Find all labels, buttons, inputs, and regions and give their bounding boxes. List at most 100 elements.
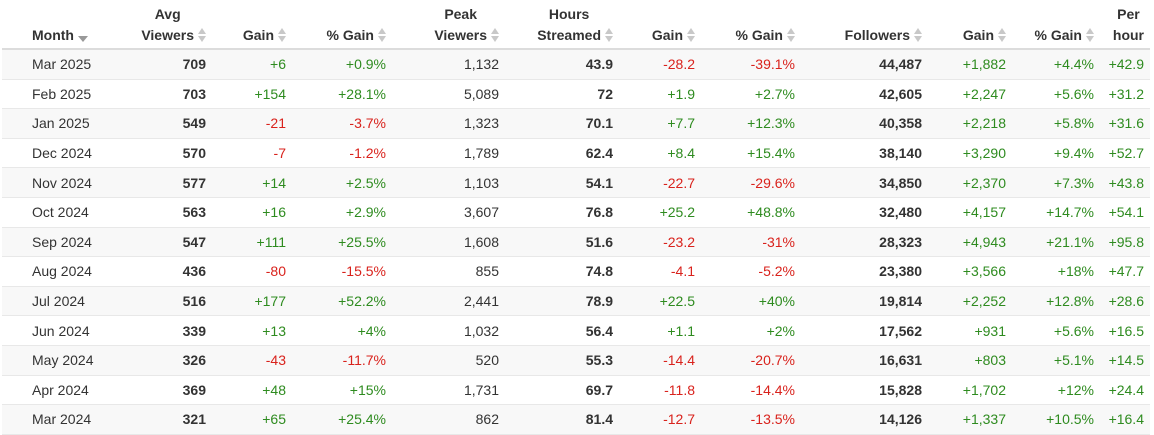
cell-hours-pct-gain: -39.1%	[701, 49, 801, 80]
cell-followers-gain: +803	[928, 345, 1012, 376]
sort-icon[interactable]	[378, 28, 386, 42]
cell-avg-viewers: 436	[102, 256, 212, 287]
cell-hours-streamed: 70.1	[505, 108, 619, 139]
column-header-followers-gain[interactable]: Gain	[928, 0, 1012, 50]
column-label-gain: Gain	[242, 27, 274, 43]
column-label-pct-gain: % Gain	[326, 27, 374, 43]
column-label-streamed: Streamed	[537, 27, 601, 43]
cell-month: Mar 2024	[2, 404, 102, 435]
cell-hours-streamed: 51.6	[505, 227, 619, 258]
table-row: Dec 2024 570 -7 -1.2% 1,789 62.4 +8.4 +15.4% 38,…	[2, 138, 1150, 169]
cell-viewers-gain: +48	[212, 375, 292, 406]
cell-followers-pct-gain: +10.5%	[1012, 404, 1100, 435]
cell-hours-gain: -4.1	[619, 256, 701, 287]
sort-icon[interactable]	[605, 28, 613, 42]
cell-month: Feb 2025	[2, 79, 102, 110]
cell-hours-gain: -11.8	[619, 375, 701, 406]
table-row: Jun 2024 339 +13 +4% 1,032 56.4 +1.1 +2% 17,562 +…	[2, 315, 1150, 346]
cell-followers-gain: +4,157	[928, 197, 1012, 228]
cell-followers: 19,814	[801, 286, 928, 317]
cell-followers-pct-gain: +7.3%	[1012, 167, 1100, 198]
sort-icon[interactable]	[198, 28, 206, 42]
cell-viewers-pct-gain: -1.2%	[292, 138, 392, 169]
column-label-pct-gain: % Gain	[735, 27, 783, 43]
cell-followers-gain: +2,247	[928, 79, 1012, 110]
cell-viewers-pct-gain: +25.4%	[292, 404, 392, 435]
cell-hours-gain: -12.7	[619, 404, 701, 435]
cell-hours-streamed: 69.7	[505, 375, 619, 406]
cell-hours-streamed: 81.4	[505, 404, 619, 435]
cell-hours-pct-gain: +12.3%	[701, 108, 801, 139]
cell-viewers-pct-gain: -15.5%	[292, 256, 392, 287]
cell-hours-gain: +25.2	[619, 197, 701, 228]
sort-icon[interactable]	[491, 28, 499, 42]
cell-per-hour: +31.2	[1100, 79, 1150, 110]
column-header-pct-gain[interactable]: % Gain	[292, 0, 392, 50]
column-header-gain[interactable]: Gain	[212, 0, 292, 50]
cell-peak-viewers: 855	[392, 256, 505, 287]
column-label-gain: Gain	[962, 27, 994, 43]
cell-avg-viewers: 547	[102, 227, 212, 258]
cell-month: May 2024	[2, 345, 102, 376]
column-label-peak: Peak	[444, 6, 478, 22]
sort-icon[interactable]	[278, 28, 286, 42]
column-header-month[interactable]: Month	[2, 0, 102, 50]
sort-icon[interactable]	[998, 28, 1006, 42]
cell-hours-pct-gain: -20.7%	[701, 345, 801, 376]
cell-hours-streamed: 56.4	[505, 315, 619, 346]
cell-peak-viewers: 1,789	[392, 138, 505, 169]
column-header-followers-pct-gain[interactable]: % Gain	[1012, 0, 1100, 50]
cell-hours-gain: +8.4	[619, 138, 701, 169]
cell-viewers-gain: +177	[212, 286, 292, 317]
cell-viewers-pct-gain: +28.1%	[292, 79, 392, 110]
cell-hours-gain: +7.7	[619, 108, 701, 139]
column-header-per-hour[interactable]: Per hour	[1100, 0, 1150, 50]
sort-icon[interactable]	[787, 28, 795, 42]
cell-month: Mar 2025	[2, 49, 102, 80]
cell-followers: 15,828	[801, 375, 928, 406]
cell-peak-viewers: 3,607	[392, 197, 505, 228]
cell-hours-gain: -22.7	[619, 167, 701, 198]
cell-per-hour: +31.6	[1100, 108, 1150, 139]
cell-peak-viewers: 1,731	[392, 375, 505, 406]
cell-followers-pct-gain: +9.4%	[1012, 138, 1100, 169]
cell-per-hour: +16.5	[1100, 315, 1150, 346]
cell-per-hour: +47.7	[1100, 256, 1150, 287]
cell-month: Jul 2024	[2, 286, 102, 317]
cell-avg-viewers: 577	[102, 167, 212, 198]
cell-followers-gain: +2,252	[928, 286, 1012, 317]
table-row: Mar 2024 321 +65 +25.4% 862 81.4 -12.7 -13.5% 14…	[2, 404, 1150, 435]
cell-followers-gain: +1,882	[928, 49, 1012, 80]
cell-viewers-gain: +111	[212, 227, 292, 258]
column-header-avg-viewers[interactable]: Avg Viewers	[102, 0, 212, 50]
cell-viewers-pct-gain: -11.7%	[292, 345, 392, 376]
column-header-hours-gain[interactable]: Gain	[619, 0, 701, 50]
cell-avg-viewers: 570	[102, 138, 212, 169]
cell-viewers-pct-gain: +15%	[292, 375, 392, 406]
column-header-hours-pct-gain[interactable]: % Gain	[701, 0, 801, 50]
cell-viewers-gain: -21	[212, 108, 292, 139]
table-row: Oct 2024 563 +16 +2.9% 3,607 76.8 +25.2 +48.8% 3…	[2, 197, 1150, 228]
sort-icon[interactable]	[1086, 28, 1094, 42]
cell-hours-pct-gain: -5.2%	[701, 256, 801, 287]
cell-month: Nov 2024	[2, 167, 102, 198]
cell-per-hour: +42.9	[1100, 49, 1150, 80]
column-header-followers[interactable]: Followers	[801, 0, 928, 50]
header-row: Month Avg Viewers Gain % Gain Peak Viewers…	[2, 0, 1150, 50]
cell-followers: 17,562	[801, 315, 928, 346]
cell-followers-gain: +2,218	[928, 108, 1012, 139]
column-label-gain: Gain	[651, 27, 683, 43]
sort-desc-icon[interactable]	[77, 36, 88, 42]
cell-viewers-pct-gain: +4%	[292, 315, 392, 346]
column-header-peak-viewers[interactable]: Peak Viewers	[392, 0, 505, 50]
cell-peak-viewers: 1,608	[392, 227, 505, 258]
column-label-hour: hour	[1112, 27, 1144, 43]
cell-followers: 28,323	[801, 227, 928, 258]
sort-icon[interactable]	[687, 28, 695, 42]
cell-avg-viewers: 339	[102, 315, 212, 346]
sort-icon[interactable]	[914, 28, 922, 42]
column-header-hours-streamed[interactable]: Hours Streamed	[505, 0, 619, 50]
cell-hours-streamed: 62.4	[505, 138, 619, 169]
cell-followers: 40,358	[801, 108, 928, 139]
